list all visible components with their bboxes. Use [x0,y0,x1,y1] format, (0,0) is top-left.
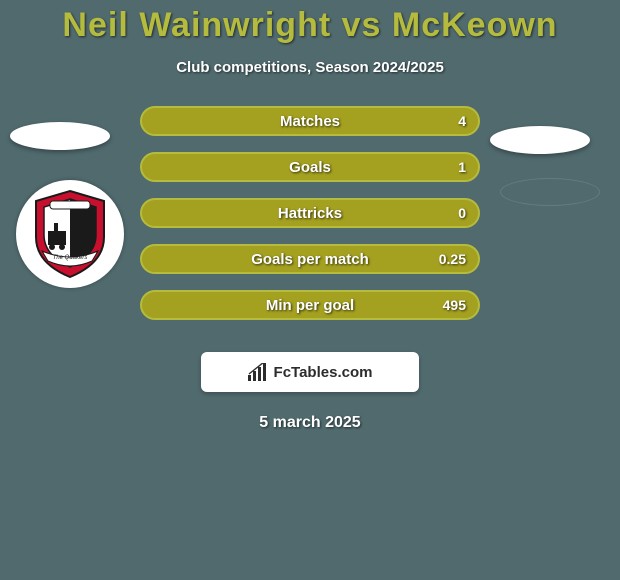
player-right-badge-ellipse-1 [490,126,590,154]
stat-value-right: 0.25 [439,251,466,267]
stat-value-right: 0 [458,205,466,221]
stat-label: Matches [280,113,340,130]
stat-label: Goals [289,159,331,176]
stat-row: Goals per match 0.25 [140,244,480,274]
player-right-badge-ellipse-2 [500,178,600,206]
bar-chart-icon [248,363,268,381]
stats-area: Matches 4 Goals 1 Hattricks 0 Goals per match 0… [0,106,620,336]
stat-label: Goals per match [251,251,369,268]
stat-row: Hattricks 0 [140,198,480,228]
brand-text: FcTables.com [274,364,373,381]
stat-value-right: 1 [458,159,466,175]
stat-row: Matches 4 [140,106,480,136]
club-crest: The Quakers [16,180,124,288]
stat-value-right: 4 [458,113,466,129]
page-title: Neil Wainwright vs McKeown [0,0,620,45]
stat-label: Hattricks [278,205,342,222]
stat-label: Min per goal [266,297,354,314]
shield-icon: The Quakers [30,189,110,279]
stat-row: Goals 1 [140,152,480,182]
subtitle: Club competitions, Season 2024/2025 [0,59,620,76]
svg-text:The Quakers: The Quakers [53,255,88,261]
brand-box: FcTables.com [201,352,419,392]
date-text: 5 march 2025 [0,414,620,432]
stat-value-right: 495 [443,297,466,313]
stat-rows: Matches 4 Goals 1 Hattricks 0 Goals per match 0… [140,106,480,336]
player-left-badge-ellipse [10,122,110,150]
stat-row: Min per goal 495 [140,290,480,320]
